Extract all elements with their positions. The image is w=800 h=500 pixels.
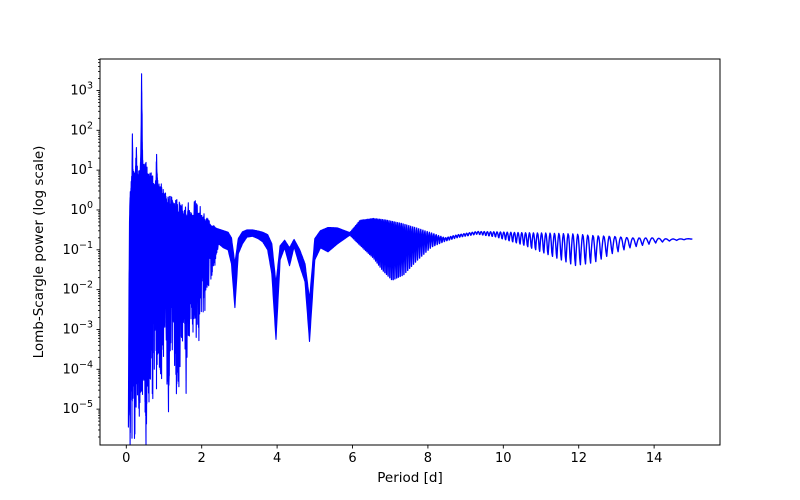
axes-frame xyxy=(99,58,721,446)
y-tick-labels: 10−5 10−4 10−3 10−2 10−1 100 101 102 103 xyxy=(62,80,93,417)
x-tick-label: 2 xyxy=(198,451,206,466)
y-tick-label: 100 xyxy=(70,200,93,218)
y-tick-label: 102 xyxy=(70,120,93,138)
x-tick-label: 14 xyxy=(646,451,663,466)
y-major-ticks xyxy=(96,90,100,410)
y-tick-label: 10−3 xyxy=(62,319,93,337)
x-tick-label: 8 xyxy=(424,451,432,466)
periodogram-line xyxy=(347,217,693,281)
x-tick-label: 0 xyxy=(122,451,130,466)
x-tick-label: 12 xyxy=(570,451,587,466)
x-tick-label: 6 xyxy=(348,451,356,466)
x-tick-label: 10 xyxy=(495,451,512,466)
y-axis-label: Lomb-Scargle power (log scale) xyxy=(31,146,47,359)
y-tick-label: 10−4 xyxy=(62,359,93,377)
x-major-ticks xyxy=(125,445,655,449)
x-tick-labels: 0 2 4 6 8 10 12 14 xyxy=(122,451,662,466)
y-tick-label: 103 xyxy=(70,80,93,98)
y-tick-label: 10−2 xyxy=(62,280,93,298)
x-axis-label: Period [d] xyxy=(377,470,443,486)
y-tick-label: 10−1 xyxy=(62,240,93,258)
periodogram-series xyxy=(127,73,693,445)
periodogram-band xyxy=(127,73,351,445)
y-tick-label: 10−5 xyxy=(62,399,93,417)
x-tick-label: 4 xyxy=(273,451,281,466)
y-tick-label: 101 xyxy=(70,160,93,178)
